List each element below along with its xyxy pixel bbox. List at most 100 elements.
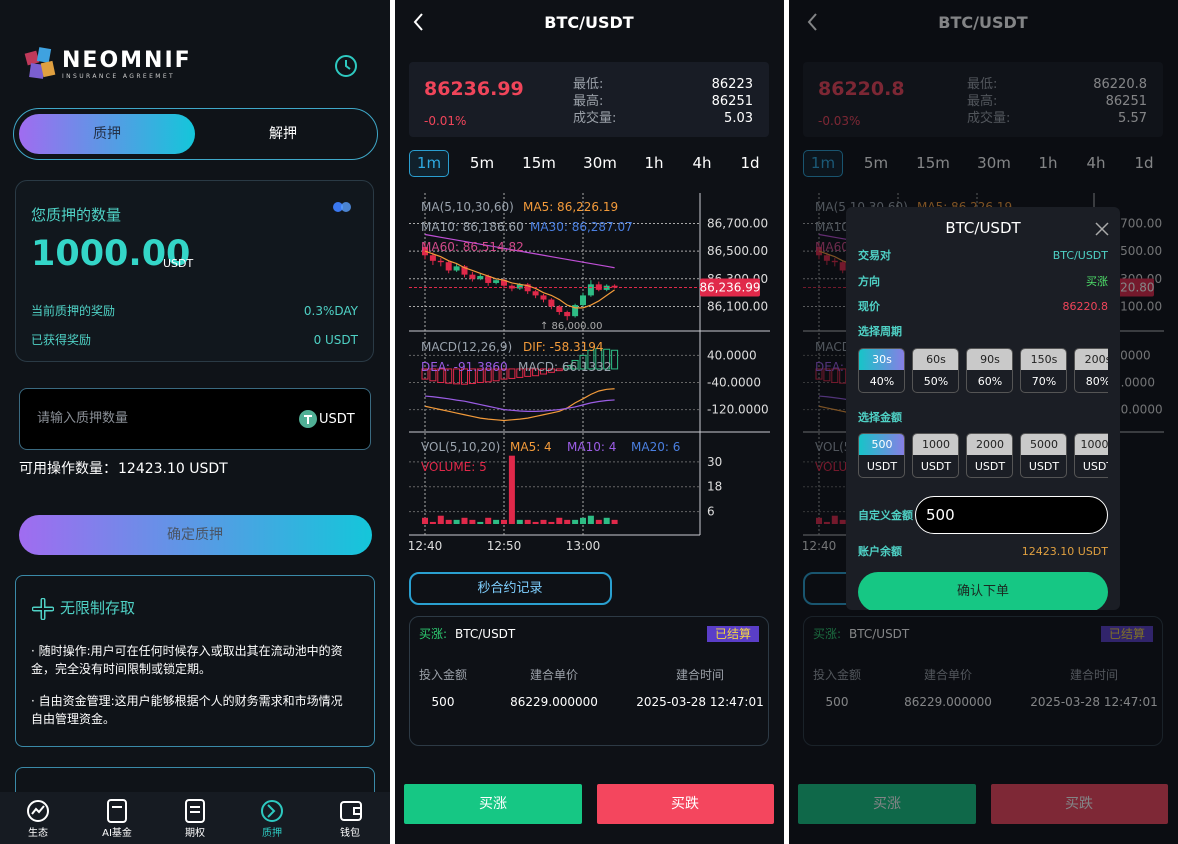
interval-tab[interactable]: 1d bbox=[740, 154, 760, 172]
option-label[interactable]: 1000 bbox=[922, 438, 950, 451]
tab-label[interactable]: 质押 bbox=[93, 126, 121, 142]
input-placeholder: 请输入质押数量 bbox=[37, 411, 129, 426]
option-label[interactable]: 200s bbox=[1084, 353, 1108, 366]
option-button[interactable]: 60s 50% bbox=[912, 348, 959, 393]
interval-tab[interactable]: 5m bbox=[469, 154, 495, 172]
option-button[interactable]: 90s 60% bbox=[966, 348, 1013, 393]
macd-bar bbox=[484, 368, 492, 383]
tab-bar bbox=[13, 108, 378, 160]
buy-label[interactable]: 买涨 bbox=[479, 796, 507, 812]
feature-item: · 随时操作:用户可在任何时候存入或取出其在流动池中的资金，完全没有时间限制或锁… bbox=[31, 644, 343, 676]
volume-bar bbox=[524, 519, 531, 524]
candle-body bbox=[453, 266, 460, 271]
nav-label[interactable]: 质押 bbox=[262, 828, 282, 839]
history-button[interactable] bbox=[333, 53, 359, 79]
volume-bar bbox=[532, 521, 539, 524]
option-button[interactable]: 150s 70% bbox=[1020, 348, 1067, 393]
option-label[interactable]: 60s bbox=[926, 353, 946, 366]
volume-bar bbox=[461, 517, 468, 524]
interval-tab[interactable]: 30m bbox=[583, 154, 617, 172]
volume-bar bbox=[572, 519, 579, 524]
option-label[interactable]: 5000 bbox=[1030, 438, 1058, 451]
option-button[interactable]: 30s 40% bbox=[858, 348, 905, 393]
volume-bar bbox=[469, 519, 476, 524]
interval-tab[interactable]: 4h bbox=[692, 154, 712, 172]
macd-bar bbox=[540, 368, 547, 375]
interval-tab[interactable]: 15m bbox=[522, 154, 556, 172]
stake-amount: 1000.00 bbox=[31, 234, 191, 274]
option-label[interactable]: 30s bbox=[872, 353, 892, 366]
macd-bar bbox=[532, 368, 540, 377]
option-sub[interactable]: 50% bbox=[923, 375, 949, 388]
nav-label[interactable]: 钱包 bbox=[340, 828, 360, 839]
option-sub[interactable]: USDT bbox=[974, 460, 1006, 473]
volume-bar bbox=[556, 517, 563, 524]
sell-label[interactable]: 买跌 bbox=[671, 796, 699, 812]
nav-icons bbox=[27, 799, 362, 823]
row-label: 当前质押的奖励 bbox=[31, 304, 116, 318]
close-button[interactable] bbox=[1095, 222, 1109, 236]
macd-bar bbox=[461, 368, 468, 385]
confirm-button[interactable] bbox=[19, 515, 372, 555]
field-label: 交易对 bbox=[858, 249, 891, 262]
indicator-legend: DEA: -91.3860 bbox=[421, 360, 508, 374]
indicator-line bbox=[424, 250, 615, 309]
section-label: 选择金额 bbox=[858, 411, 902, 424]
option-button[interactable]: 200s 80% bbox=[1074, 348, 1108, 393]
option-sub[interactable]: 80% bbox=[1085, 375, 1108, 388]
buy-button[interactable] bbox=[404, 784, 582, 824]
option-label[interactable]: 90s bbox=[980, 353, 1000, 366]
option-button[interactable]: 500 USDT bbox=[858, 433, 905, 478]
candle-body bbox=[556, 306, 563, 313]
trade-screen: 12:4012:5013:0086,700.0086,500.0086,300.… bbox=[395, 0, 784, 844]
chart-layer: 12:4012:5013:0086,700.0086,500.0086,300.… bbox=[408, 13, 770, 553]
feature-card bbox=[15, 575, 375, 747]
option-sub[interactable]: 60% bbox=[977, 375, 1003, 388]
option-sub[interactable]: USDT bbox=[866, 460, 898, 473]
indicator-legend: MA10: 86,186.60 bbox=[421, 220, 524, 234]
option-row: 500 USDT 1000 USDT 2000 USDT 5000 USDT 10000 USDT bbox=[858, 433, 1108, 479]
price-box bbox=[409, 62, 769, 137]
custom-value[interactable]: 500 bbox=[926, 506, 955, 524]
option-sub[interactable]: 70% bbox=[1031, 375, 1057, 388]
option-label[interactable]: 500 bbox=[871, 438, 893, 451]
option-button[interactable]: 10000 USDT bbox=[1074, 433, 1108, 478]
macd-bar bbox=[476, 368, 484, 383]
option-sub[interactable]: 40% bbox=[869, 375, 895, 388]
option-label[interactable]: 2000 bbox=[976, 438, 1004, 451]
confirm-label[interactable]: 确认下单 bbox=[956, 584, 1010, 599]
nav-label[interactable]: 生态 bbox=[28, 828, 48, 839]
interval-active[interactable] bbox=[409, 150, 449, 177]
option-button[interactable]: 5000 USDT bbox=[1020, 433, 1067, 478]
volume-bar bbox=[445, 519, 452, 524]
feature-item: · 自由资金管理:这用户能够根据个人的财务需求和市场情况自由管理资金。 bbox=[31, 694, 343, 726]
records-label[interactable]: 秒合约记录 bbox=[477, 581, 543, 596]
nav-label[interactable]: 期权 bbox=[185, 828, 205, 839]
custom-input[interactable] bbox=[915, 496, 1108, 534]
record-header: 建合单价 bbox=[529, 668, 579, 682]
sell-button[interactable] bbox=[597, 784, 774, 824]
interval-tab[interactable]: 1m bbox=[416, 154, 442, 172]
records-button[interactable] bbox=[409, 572, 612, 605]
tether-icon bbox=[299, 410, 317, 428]
macd-bar bbox=[429, 368, 437, 382]
tab-label[interactable]: 解押 bbox=[269, 126, 297, 142]
option-top bbox=[913, 349, 958, 370]
option-label[interactable]: 150s bbox=[1030, 353, 1058, 366]
nav-label[interactable]: AI基金 bbox=[102, 828, 132, 839]
tab-active[interactable] bbox=[19, 114, 195, 154]
logo-subtitle: INSURANCE AGREEMET bbox=[62, 73, 176, 80]
interval-tab[interactable]: 1h bbox=[644, 154, 664, 172]
volume-bar bbox=[437, 515, 444, 524]
option-button[interactable]: 2000 USDT bbox=[966, 433, 1013, 478]
option-sub[interactable]: USDT bbox=[1028, 460, 1060, 473]
option-label[interactable]: 10000 bbox=[1080, 438, 1109, 451]
volume-bar bbox=[587, 515, 594, 524]
option-button[interactable]: 1000 USDT bbox=[912, 433, 959, 478]
option-sub[interactable]: USDT bbox=[920, 460, 952, 473]
volume-bar bbox=[564, 519, 571, 524]
confirm-button[interactable] bbox=[858, 572, 1108, 610]
option-sub[interactable]: USDT bbox=[1082, 460, 1108, 473]
confirm-label[interactable]: 确定质押 bbox=[167, 527, 223, 543]
logo-icon bbox=[24, 47, 56, 79]
